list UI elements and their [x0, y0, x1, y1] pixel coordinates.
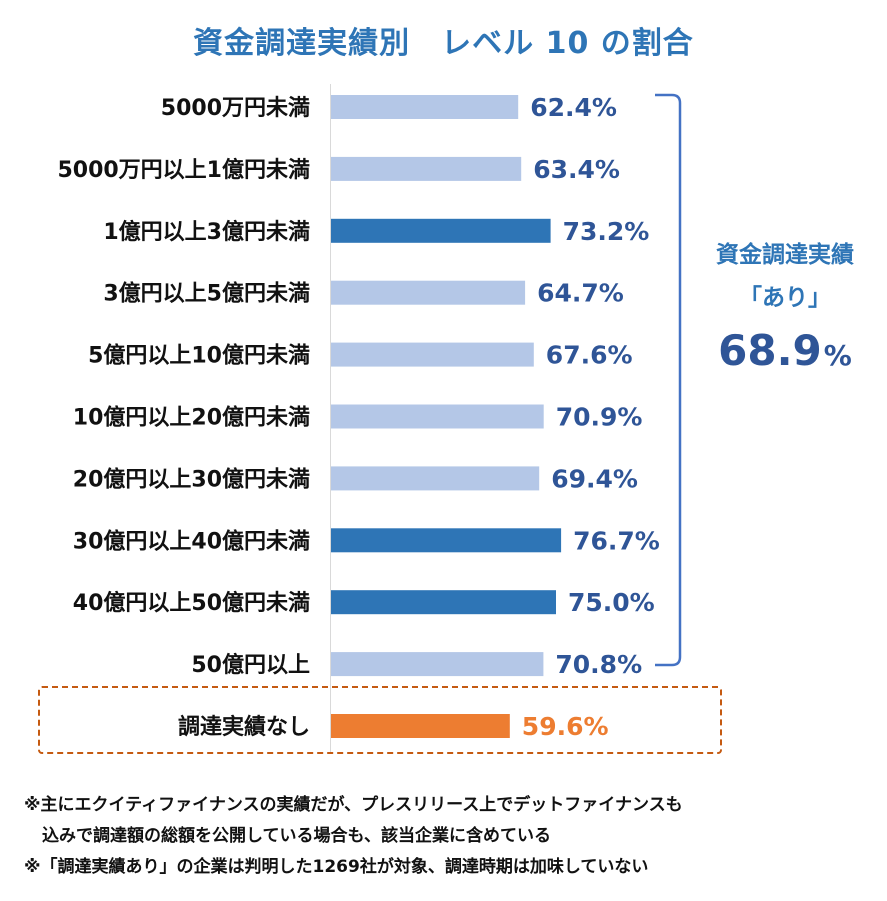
- category-label: 20億円以上30億円未満: [73, 466, 310, 492]
- bar: [331, 466, 540, 491]
- footnote-1-continued: 込みで調達額の総額を公開している場合も、該当企業に含めている: [42, 826, 551, 846]
- bar: [331, 714, 510, 738]
- chart-title: 資金調達実績別 レベル 10 の割合: [193, 26, 694, 61]
- category-label: 調達実績なし: [178, 714, 310, 740]
- value-label: 70.8%: [555, 650, 642, 679]
- category-label: 30億円以上40億円未満: [73, 528, 310, 554]
- bar: [331, 404, 544, 429]
- footnote-1: ※主にエクイティファイナンスの実績だが、プレスリリース上でデットファイナンスも: [24, 795, 683, 815]
- footnote-2: ※「調達実績あり」の企業は判明した1269社が対象、調達時期は加味していない: [24, 857, 649, 877]
- bar: [331, 218, 551, 243]
- value-label: 64.7%: [537, 279, 624, 308]
- category-label: 3億円以上5億円未満: [103, 281, 310, 307]
- value-label: 73.2%: [563, 217, 650, 246]
- category-label: 50億円以上: [191, 652, 310, 678]
- summary-panel: 資金調達実績 「あり」 68.9%: [690, 232, 880, 375]
- value-label: 69.4%: [551, 464, 638, 493]
- bar: [331, 156, 522, 181]
- summary-value: 68.9%: [690, 326, 880, 375]
- footnotes: ※主にエクイティファイナンスの実績だが、プレスリリース上でデットファイナンスも …: [24, 790, 683, 883]
- category-label: 10億円以上20億円未満: [73, 405, 310, 431]
- summary-label-line2: 「あり」: [739, 285, 831, 311]
- value-label: 75.0%: [568, 588, 655, 617]
- summary-unit: %: [823, 339, 852, 372]
- bar: [331, 342, 534, 367]
- value-label: 62.4%: [530, 93, 617, 122]
- no-funding-highlight-box: [38, 686, 722, 754]
- value-label: 70.9%: [556, 403, 643, 432]
- bar: [331, 280, 526, 305]
- summary-label-line1: 資金調達実績: [716, 242, 854, 268]
- bar: [331, 528, 562, 553]
- bar: [331, 590, 556, 615]
- bar: [331, 95, 519, 119]
- category-label: 5億円以上10億円未満: [88, 343, 310, 369]
- summary-bracket: [655, 93, 682, 667]
- category-label: 40億円以上50億円未満: [73, 590, 310, 616]
- value-label: 67.6%: [546, 341, 633, 370]
- summary-number: 68.9: [718, 326, 822, 375]
- category-label: 5000万円未満: [161, 95, 310, 121]
- value-label: 63.4%: [533, 155, 620, 184]
- category-label: 1億円以上3億円未満: [103, 219, 310, 245]
- value-label: 59.6%: [522, 712, 609, 741]
- bars-group: 5000万円未満 62.4% 5000万円以上1億円未満 63.4% 1億円以上3億円未…: [57, 93, 659, 741]
- category-label: 5000万円以上1億円未満: [57, 157, 310, 183]
- bar: [331, 652, 544, 677]
- value-label: 76.7%: [573, 526, 660, 555]
